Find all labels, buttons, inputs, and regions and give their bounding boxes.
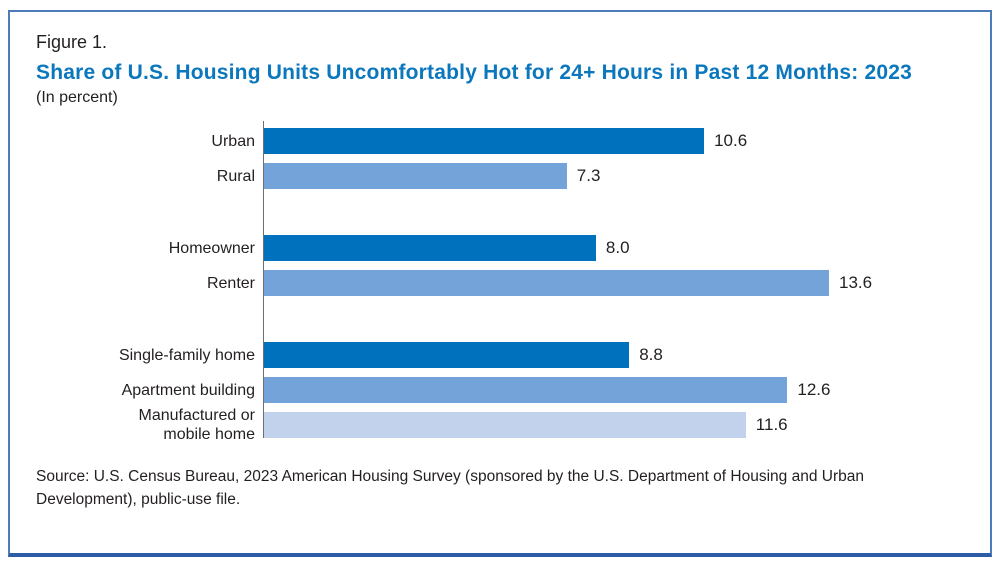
chart-row-single-family-home: Single-family home 8.8 <box>36 342 966 369</box>
chart-row-manufactured-or-mobile-home: Manufactured or mobile home 11.6 <box>36 407 966 443</box>
source-note: Source: U.S. Census Bureau, 2023 America… <box>36 468 864 508</box>
category-label-single-family-home: Single-family home <box>118 346 255 364</box>
value-label-manufactured-or-mobile-home: 11.6 <box>755 415 788 435</box>
chart-row-apartment-building: Apartment building 12.6 <box>36 377 966 404</box>
chart-row-urban: Urban 10.6 <box>36 128 966 155</box>
category-label-apartment-building: Apartment building <box>121 381 255 399</box>
category-label-manufactured-or-mobile-home: Manufactured or mobile home <box>138 407 255 444</box>
value-label-urban: 10.6 <box>714 131 748 151</box>
category-label-urban: Urban <box>211 132 255 150</box>
bar-rural <box>263 163 567 190</box>
category-label-rural: Rural <box>216 167 255 185</box>
figure-panel: Figure 1. Share of U.S. Housing Units Un… <box>8 10 992 557</box>
value-label-single-family-home: 8.8 <box>639 345 663 365</box>
bar-apartment-building <box>263 377 788 404</box>
value-label-homeowner: 8.0 <box>605 238 630 258</box>
bar-manufactured-or-mobile-home <box>263 412 746 439</box>
category-label-renter: Renter <box>206 274 255 292</box>
bar-chart: Urban 10.6 Rural 7.3 Homeowner 8.0 Renter 13.6 S… <box>36 121 966 443</box>
bar-urban <box>263 128 705 155</box>
value-label-rural: 7.3 <box>576 166 601 186</box>
category-label-homeowner: Homeowner <box>168 239 255 257</box>
bar-renter <box>263 270 829 297</box>
bar-single-family-home <box>263 342 630 369</box>
chart-row-renter: Renter 13.6 <box>36 270 966 297</box>
figure-title: Share of U.S. Housing Units Uncomfortabl… <box>36 60 912 84</box>
bar-homeowner <box>263 235 596 262</box>
figure-subtitle: (In percent) <box>36 89 118 107</box>
y-axis-line <box>263 121 264 439</box>
chart-row-rural: Rural 7.3 <box>36 163 966 190</box>
chart-row-homeowner: Homeowner 8.0 <box>36 235 966 262</box>
value-label-renter: 13.6 <box>839 273 873 293</box>
value-label-apartment-building: 12.6 <box>797 380 831 400</box>
figure-number: Figure 1. <box>36 32 108 52</box>
